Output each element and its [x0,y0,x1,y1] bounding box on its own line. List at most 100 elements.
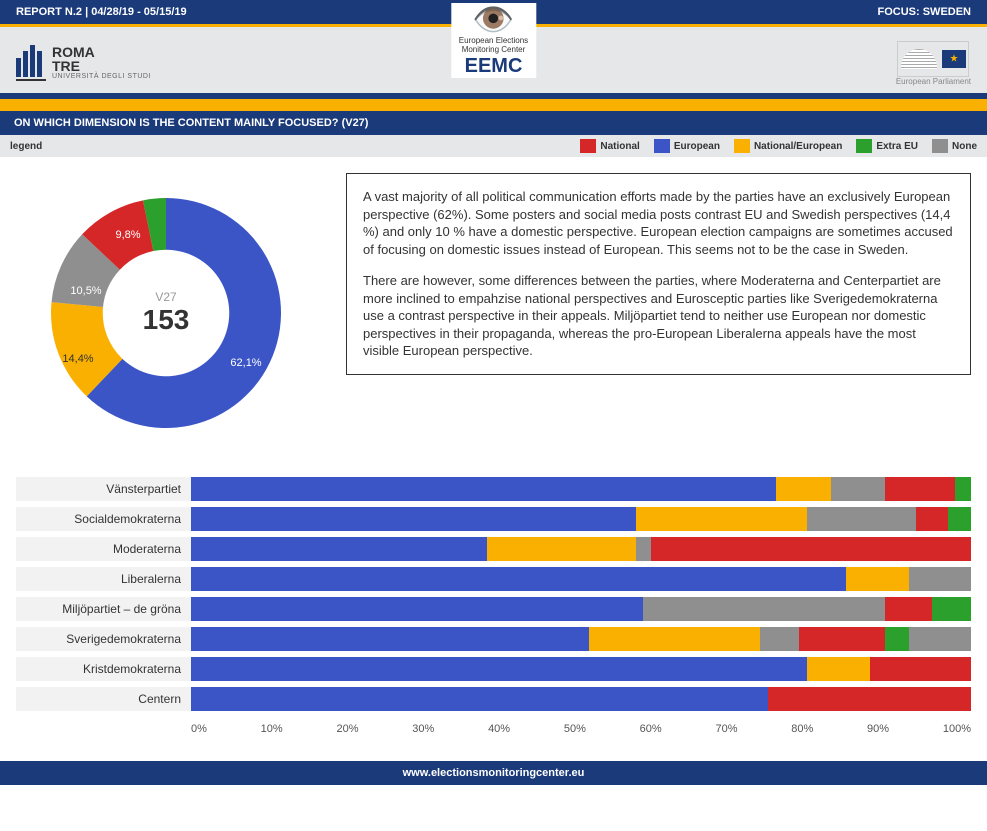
description-p1: A vast majority of all political communi… [363,188,954,258]
bar-track [191,627,971,651]
bar-segment [191,627,589,651]
x-axis: 0% 10% 20% 30% 40% 50% 60% 70% 80% 90% 100% [191,717,971,735]
bar-segment [885,597,932,621]
x-tick: 40% [488,723,510,735]
legend-text: Extra EU [876,141,918,152]
description-p2: There are however, some differences betw… [363,272,954,360]
description-box: A vast majority of all political communi… [346,173,971,375]
legend-swatch [856,139,872,153]
bar-segment [191,567,846,591]
bar-segment [760,627,799,651]
bar-segment [885,477,955,501]
bar-track [191,597,971,621]
bar-segment [909,567,971,591]
stacked-bar-chart: Vänsterpartiet Socialdemokraterna Moderate… [0,461,987,743]
bar-segment [768,687,971,711]
legend-label: legend [10,141,42,152]
bar-segment [885,627,908,651]
european-parliament-logo: European Parliament [896,41,971,86]
bar-row: Miljöpartiet – de gröna [16,597,971,621]
legend-text: National/European [754,141,842,152]
legend-text: None [952,141,977,152]
donut-slice-label: 9,8% [115,229,140,241]
bar-segment [776,477,831,501]
bar-segment [191,477,776,501]
focus-label: FOCUS: SWEDEN [878,6,972,18]
x-tick: 10% [261,723,283,735]
legend-swatch [932,139,948,153]
legend-item: None [932,139,977,153]
bar-segment [846,567,908,591]
donut-slice-label: 14,4% [62,353,93,365]
bar-track [191,507,971,531]
bar-label: Liberalerna [16,567,191,591]
legend-swatch [580,139,596,153]
bar-segment [932,597,971,621]
bar-segment [955,477,971,501]
legend-item: National [580,139,639,153]
bar-segment [636,537,652,561]
bar-segment [909,627,971,651]
bar-label: Vänsterpartiet [16,477,191,501]
x-tick: 30% [412,723,434,735]
x-tick: 90% [867,723,889,735]
x-tick: 50% [564,723,586,735]
bar-segment [643,597,885,621]
bar-segment [870,657,971,681]
question-bar: ON WHICH DIMENSION IS THE CONTENT MAINLY… [0,111,987,135]
bar-segment [807,507,916,531]
bar-track [191,477,971,501]
donut-center: V27 153 [143,290,190,336]
legend-item: European [654,139,720,153]
bar-segment [916,507,947,531]
legend-text: European [674,141,720,152]
legend-row: legend National European National/European… [0,135,987,157]
bar-label: Miljöpartiet – de gröna [16,597,191,621]
bar-segment [191,507,636,531]
bar-segment [651,537,971,561]
legend-swatch [734,139,750,153]
x-tick: 100% [943,723,971,735]
bar-track [191,657,971,681]
bar-row: Vänsterpartiet [16,477,971,501]
donut-slice-label: 62,1% [230,357,261,369]
bar-track [191,687,971,711]
bar-row: Centern [16,687,971,711]
bar-label: Sverigedemokraterna [16,627,191,651]
bar-row: Socialdemokraterna [16,507,971,531]
bar-label: Moderaterna [16,537,191,561]
bar-label: Centern [16,687,191,711]
bar-segment [191,687,768,711]
bar-segment [191,537,487,561]
bar-track [191,537,971,561]
x-tick: 0% [191,723,207,735]
bar-label: Kristdemokraterna [16,657,191,681]
bar-segment [807,657,869,681]
bar-row: Moderaterna [16,537,971,561]
logo-bar: ROMATRE UNIVERSITÀ DEGLI STUDI 👁️ Europe… [0,27,987,99]
legend-item: Extra EU [856,139,918,153]
bar-track [191,567,971,591]
donut-slice-label: 10,5% [70,285,101,297]
bar-segment [589,627,761,651]
legend-swatch [654,139,670,153]
bar-segment [487,537,635,561]
eye-icon: 👁️ [459,3,528,37]
bar-segment [636,507,808,531]
yellow-strip [0,99,987,111]
bar-segment [948,507,971,531]
x-tick: 70% [715,723,737,735]
legend-text: National [600,141,639,152]
bar-segment [831,477,886,501]
bar-row: Sverigedemokraterna [16,627,971,651]
footer-bar: www.electionsmonitoringcenter.eu [0,761,987,785]
bar-label: Socialdemokraterna [16,507,191,531]
donut-chart: V27 153 62,1% 14,4% 10,5% 9,8% [16,173,316,453]
bar-row: Kristdemokraterna [16,657,971,681]
x-tick: 20% [336,723,358,735]
roma-tre-logo: ROMATRE UNIVERSITÀ DEGLI STUDI [16,45,151,81]
x-tick: 80% [791,723,813,735]
x-tick: 60% [640,723,662,735]
legend-item: National/European [734,139,842,153]
bar-segment [799,627,885,651]
